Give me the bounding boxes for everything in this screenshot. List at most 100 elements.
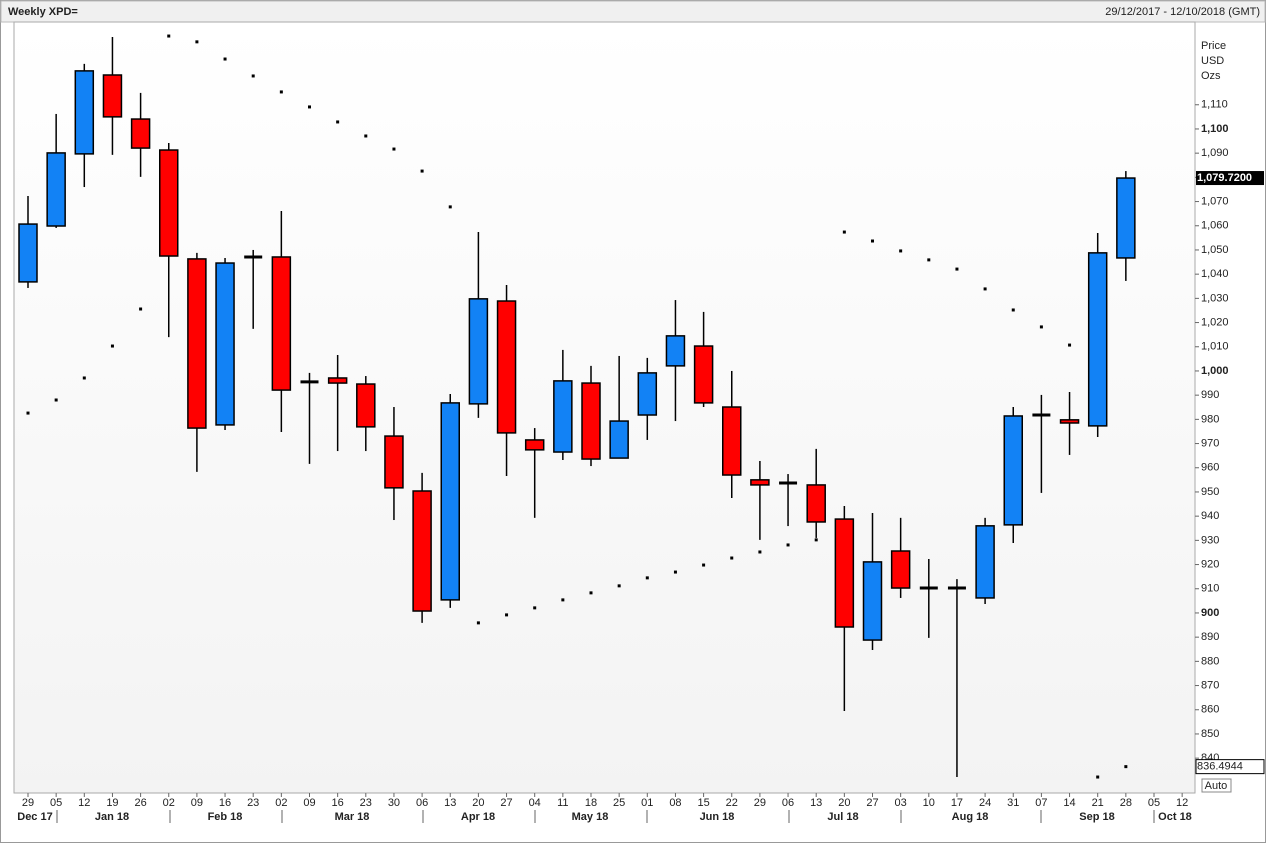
x-tick-label: 04 xyxy=(529,797,541,809)
candle-body xyxy=(74,70,95,155)
chart-title: Weekly XPD= xyxy=(8,6,78,18)
sar-dot xyxy=(1039,325,1043,329)
sar-dot xyxy=(871,239,874,243)
y-tick-label: 940 xyxy=(1201,510,1219,522)
y-tick-label: 1,040 xyxy=(1201,268,1229,280)
candle-body xyxy=(862,561,883,641)
axis-label: Price xyxy=(1201,40,1226,52)
y-tick-label: 850 xyxy=(1201,728,1219,740)
x-tick-label: 19 xyxy=(106,797,118,809)
sar-dot xyxy=(420,169,424,173)
last-sar-box xyxy=(1195,759,1265,775)
sar-dot xyxy=(730,556,734,560)
candle-body xyxy=(187,258,207,429)
candle-body xyxy=(440,402,460,601)
month-label: Aug 18 xyxy=(952,811,989,823)
candle-body xyxy=(665,335,686,367)
sar-dot xyxy=(26,411,30,415)
candle-body xyxy=(215,262,235,426)
y-tick-label: 960 xyxy=(1201,462,1219,474)
month-label: Feb 18 xyxy=(208,811,243,823)
x-tick-label: 30 xyxy=(388,797,400,809)
x-tick-label: 22 xyxy=(726,797,738,809)
last-sar-label: 836.4944 xyxy=(1197,761,1243,773)
x-tick-label: 15 xyxy=(697,797,709,809)
candle-body xyxy=(384,435,404,489)
axis-label: USD xyxy=(1201,55,1224,67)
sar-dot xyxy=(195,40,199,44)
candle-body xyxy=(1116,177,1136,259)
sar-dot xyxy=(673,570,677,574)
candle-body xyxy=(890,550,911,589)
month-label: Oct 18 xyxy=(1158,811,1192,823)
y-tick-label: 870 xyxy=(1201,679,1219,691)
scale-mode[interactable]: Auto xyxy=(1205,780,1228,792)
sar-dot xyxy=(279,90,283,94)
y-tick-label: 980 xyxy=(1201,413,1219,425)
axis-label: Ozs xyxy=(1201,70,1221,82)
candle-body xyxy=(1087,252,1108,427)
candle-body xyxy=(102,74,123,118)
y-tick-label: 890 xyxy=(1201,631,1219,643)
x-tick-label: 07 xyxy=(1035,797,1047,809)
y-tick-label: 990 xyxy=(1201,389,1219,401)
sar-dot xyxy=(927,258,931,262)
sar-dot xyxy=(167,34,171,38)
x-tick-label: 24 xyxy=(979,797,991,809)
month-label: Apr 18 xyxy=(461,811,495,823)
y-tick-label: 900 xyxy=(1201,607,1219,619)
y-tick-label: 1,030 xyxy=(1201,292,1229,304)
candle-body xyxy=(356,383,376,428)
candle-body xyxy=(834,518,855,628)
sar-dot xyxy=(617,584,621,588)
x-tick-label: 05 xyxy=(50,797,62,809)
candle-body xyxy=(553,380,573,453)
x-tick-label: 12 xyxy=(1176,797,1188,809)
x-tick-label: 23 xyxy=(247,797,259,809)
y-tick-label: 1,090 xyxy=(1201,147,1229,159)
sar-dot xyxy=(786,543,790,547)
candle-body xyxy=(46,152,66,227)
x-tick-label: 29 xyxy=(754,797,766,809)
x-tick-label: 20 xyxy=(838,797,850,809)
x-tick-label: 10 xyxy=(923,797,935,809)
x-tick-label: 02 xyxy=(163,797,175,809)
sar-dot xyxy=(308,105,311,109)
sar-dot xyxy=(139,307,143,311)
x-tick-label: 01 xyxy=(641,797,653,809)
x-tick-label: 28 xyxy=(1120,797,1132,809)
month-label: Jun 18 xyxy=(700,811,735,823)
x-tick-label: 17 xyxy=(951,797,963,809)
x-tick-label: 14 xyxy=(1063,797,1075,809)
y-tick-label: 1,110 xyxy=(1201,99,1228,111)
sar-dot xyxy=(561,598,565,602)
y-tick-label: 1,060 xyxy=(1201,220,1229,232)
x-tick-label: 29 xyxy=(22,797,34,809)
month-label: Sep 18 xyxy=(1079,811,1114,823)
x-tick-label: 25 xyxy=(613,797,625,809)
sar-dot xyxy=(82,376,86,380)
candle-body xyxy=(18,223,38,283)
month-label: May 18 xyxy=(572,811,609,823)
x-tick-label: 03 xyxy=(895,797,907,809)
last-price-box xyxy=(1196,171,1264,186)
x-tick-label: 13 xyxy=(810,797,822,809)
x-tick-label: 12 xyxy=(78,797,90,809)
x-tick-label: 31 xyxy=(1007,797,1019,809)
y-tick-label: 1,010 xyxy=(1201,341,1229,353)
x-tick-label: 02 xyxy=(275,797,287,809)
y-tick-label: 1,100 xyxy=(1201,123,1229,135)
x-tick-label: 16 xyxy=(219,797,231,809)
candle-body xyxy=(1059,419,1080,424)
x-tick-label: 11 xyxy=(557,797,568,809)
x-tick-label: 27 xyxy=(500,797,512,809)
sar-dot xyxy=(392,147,396,151)
scale-button[interactable] xyxy=(1201,778,1232,793)
candle-body xyxy=(750,479,770,486)
y-tick-label: 920 xyxy=(1201,558,1219,570)
candle-body xyxy=(271,256,292,391)
plot-area xyxy=(13,21,1196,794)
candle-body xyxy=(159,149,179,257)
month-label: Jul 18 xyxy=(827,811,858,823)
